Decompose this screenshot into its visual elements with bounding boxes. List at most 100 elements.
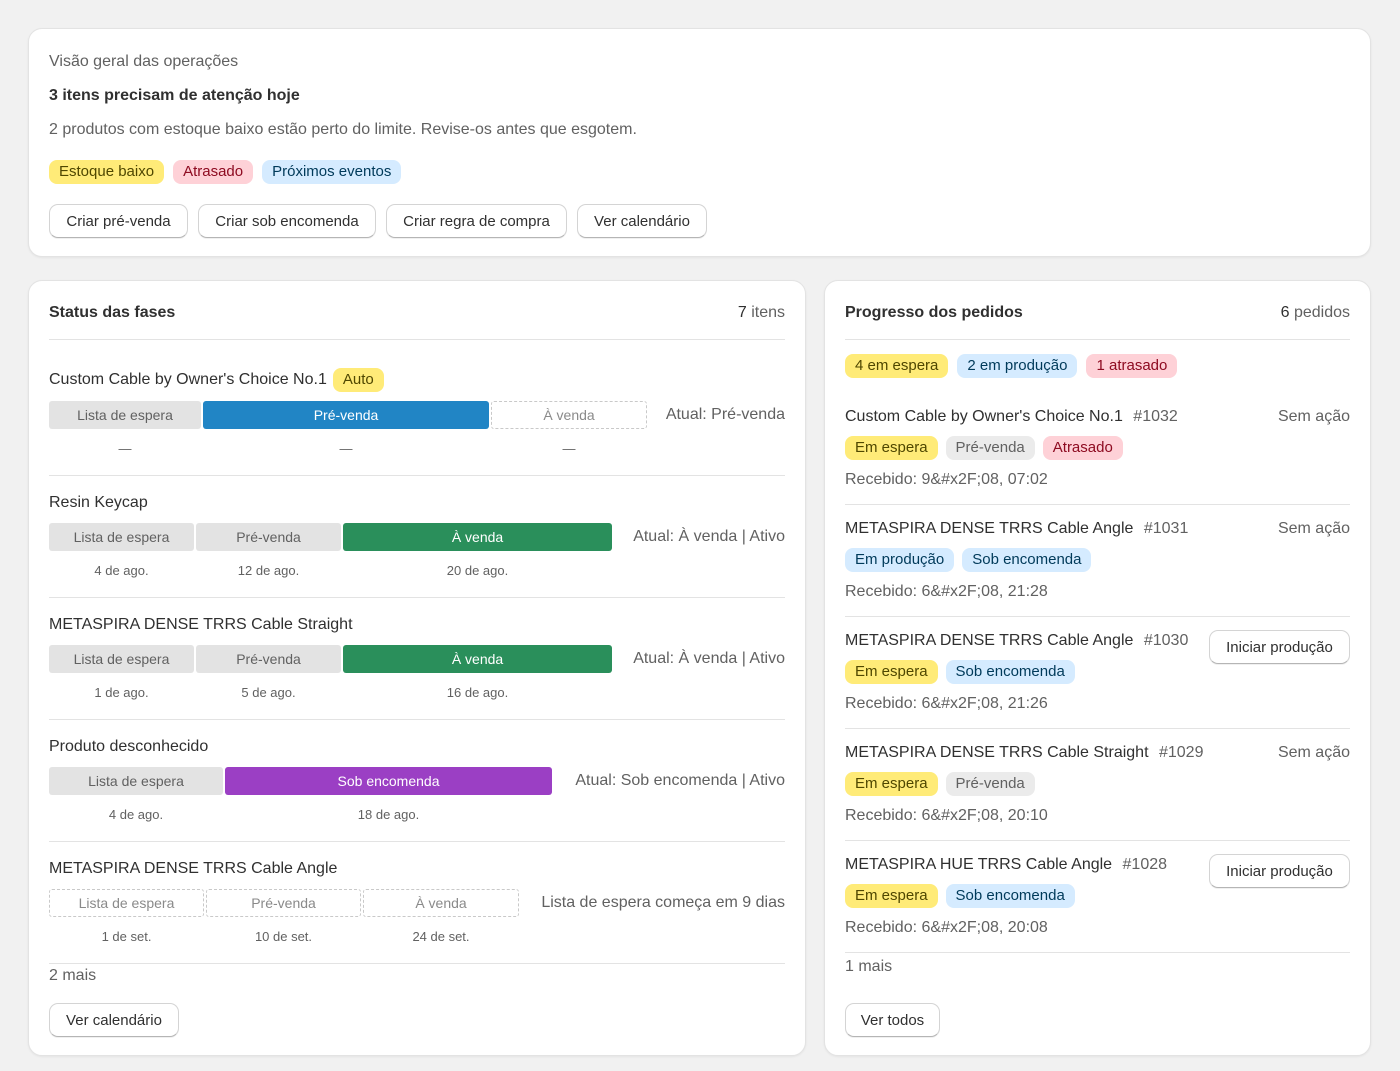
phase-dates: — — — — [49, 441, 647, 456]
product-name[interactable]: Resin Keycap — [49, 494, 148, 511]
more-phases-link[interactable]: 2 mais — [49, 967, 97, 984]
product-name[interactable]: METASPIRA DENSE TRRS Cable Angle — [49, 860, 338, 877]
phase-date: 16 de ago. — [446, 685, 509, 700]
phase-date: 20 de ago. — [446, 563, 509, 578]
view-calendar-button[interactable]: Ver calendário — [49, 1003, 179, 1037]
late-badge[interactable]: Atrasado — [173, 160, 254, 184]
phase-bar: Lista de espera Pré-venda À venda — [49, 401, 647, 429]
divider — [49, 719, 785, 720]
order-count-number: 6 — [1280, 304, 1290, 321]
phase-date: 1 de set. — [101, 929, 152, 944]
phase-segment-on-sale: À venda — [363, 889, 519, 917]
order-number: #1032 — [1133, 408, 1178, 425]
order-badges: Em espera Pré-venda — [845, 772, 1035, 796]
divider — [845, 840, 1350, 841]
order-received: Recebido: 6&#x2F;08, 21:26 — [845, 695, 1048, 712]
divider — [49, 339, 785, 340]
waiting-badge: Em espera — [845, 660, 938, 684]
phase-bar: Lista de espera Sob encomenda — [49, 767, 552, 795]
waiting-badge: Em espera — [845, 436, 938, 460]
order-product-name: METASPIRA DENSE TRRS Cable Straight — [845, 744, 1149, 761]
phase-date: 4 de ago. — [108, 807, 164, 822]
phase-current-status: Atual: À venda | Ativo — [633, 528, 785, 545]
create-purchase-rule-button[interactable]: Criar regra de compra — [386, 204, 567, 238]
late-count-badge[interactable]: 1 atrasado — [1086, 354, 1178, 378]
order-summary-badges: 4 em espera 2 em produção 1 atrasado — [845, 354, 1178, 378]
phase-status-card: Status das fases 7 itens Custom Cable by… — [28, 280, 806, 1056]
overview-badges: Estoque baixo Atrasado Próximos eventos — [49, 160, 402, 184]
divider — [49, 963, 785, 964]
in-production-badge: Em produção — [845, 548, 955, 572]
divider — [845, 952, 1350, 953]
low-stock-badge[interactable]: Estoque baixo — [49, 160, 165, 184]
phase-segment-presale: Pré-venda — [196, 523, 341, 551]
order-received: Recebido: 6&#x2F;08, 20:08 — [845, 919, 1048, 936]
phase-segment-made-to-order: Sob encomenda — [225, 767, 552, 795]
divider — [49, 841, 785, 842]
order-received: Recebido: 9&#x2F;08, 07:02 — [845, 471, 1048, 488]
phase-date: 18 de ago. — [357, 807, 420, 822]
view-calendar-button[interactable]: Ver calendário — [577, 204, 707, 238]
order-badges: Em espera Pré-venda Atrasado — [845, 436, 1123, 460]
late-badge: Atrasado — [1042, 436, 1123, 460]
phase-segment-on-sale: À venda — [343, 523, 612, 551]
phase-bar: Lista de espera Pré-venda À venda — [49, 523, 612, 551]
product-name[interactable]: Custom Cable by Owner's Choice No.1 — [49, 371, 327, 388]
upcoming-events-badge[interactable]: Próximos eventos — [262, 160, 402, 184]
order-title[interactable]: METASPIRA DENSE TRRS Cable Straight #102… — [845, 744, 1203, 762]
waiting-badge: Em espera — [845, 772, 938, 796]
made-to-order-badge: Sob encomenda — [962, 548, 1092, 572]
divider — [49, 597, 785, 598]
order-number: #1029 — [1158, 744, 1204, 761]
more-orders-link[interactable]: 1 mais — [845, 958, 893, 975]
order-product-name: METASPIRA DENSE TRRS Cable Angle — [845, 520, 1134, 537]
made-to-order-badge: Sob encomenda — [945, 660, 1075, 684]
phase-date: — — [562, 441, 576, 456]
overview-heading: 3 itens precisam de atenção hoje — [49, 87, 300, 104]
waiting-badge: Em espera — [845, 884, 938, 908]
phase-status-title: Status das fases — [49, 304, 176, 321]
order-count: 6 pedidos — [1281, 304, 1350, 322]
phase-segment-presale: Pré-venda — [203, 401, 489, 429]
divider — [845, 339, 1350, 340]
order-title[interactable]: METASPIRA DENSE TRRS Cable Angle #1031 — [845, 520, 1188, 538]
phase-segment-waitlist: Lista de espera — [49, 889, 204, 917]
order-action-text: Sem ação — [1277, 408, 1350, 425]
phase-segment-waitlist: Lista de espera — [49, 767, 223, 795]
divider — [845, 504, 1350, 505]
phase-date: 10 de set. — [254, 929, 313, 944]
order-title[interactable]: Custom Cable by Owner's Choice No.1 #103… — [845, 408, 1178, 426]
product-name[interactable]: METASPIRA DENSE TRRS Cable Straight — [49, 616, 353, 633]
order-received: Recebido: 6&#x2F;08, 20:10 — [845, 807, 1048, 824]
order-number: #1031 — [1143, 520, 1189, 537]
order-title[interactable]: METASPIRA HUE TRRS Cable Angle #1028 — [845, 856, 1167, 874]
start-production-button[interactable]: Iniciar produção — [1209, 630, 1350, 664]
phase-dates: 1 de set. 10 de set. 24 de set. — [49, 929, 519, 944]
phase-segment-on-sale: À venda — [491, 401, 647, 429]
order-title[interactable]: METASPIRA DENSE TRRS Cable Angle #1030 — [845, 632, 1188, 650]
overview-title: Visão geral das operações — [49, 53, 239, 70]
create-presale-button[interactable]: Criar pré-venda — [49, 204, 188, 238]
in-production-count-badge[interactable]: 2 em produção — [957, 354, 1078, 378]
product-name[interactable]: Produto desconhecido — [49, 738, 209, 755]
phase-date: 24 de set. — [412, 929, 470, 944]
order-progress-title: Progresso dos pedidos — [845, 304, 1023, 321]
phase-date: — — [339, 441, 353, 456]
auto-badge: Auto — [332, 368, 384, 392]
phase-date: — — [118, 441, 132, 456]
made-to-order-badge: Sob encomenda — [945, 884, 1075, 908]
phase-segment-waitlist: Lista de espera — [49, 523, 194, 551]
waiting-count-badge[interactable]: 4 em espera — [845, 354, 949, 378]
order-number: #1028 — [1122, 856, 1168, 873]
order-progress-card: Progresso dos pedidos 6 pedidos 4 em esp… — [824, 280, 1371, 1056]
presale-badge: Pré-venda — [945, 436, 1035, 460]
start-production-button[interactable]: Iniciar produção — [1209, 854, 1350, 888]
create-made-to-order-button[interactable]: Criar sob encomenda — [198, 204, 376, 238]
divider — [49, 475, 785, 476]
phase-count-label: itens — [751, 304, 785, 321]
phase-date: 4 de ago. — [94, 563, 149, 578]
order-badges: Em espera Sob encomenda — [845, 884, 1075, 908]
order-action-text: Sem ação — [1277, 520, 1350, 537]
view-all-button[interactable]: Ver todos — [845, 1003, 940, 1037]
phase-current-status: Atual: À venda | Ativo — [633, 650, 785, 667]
